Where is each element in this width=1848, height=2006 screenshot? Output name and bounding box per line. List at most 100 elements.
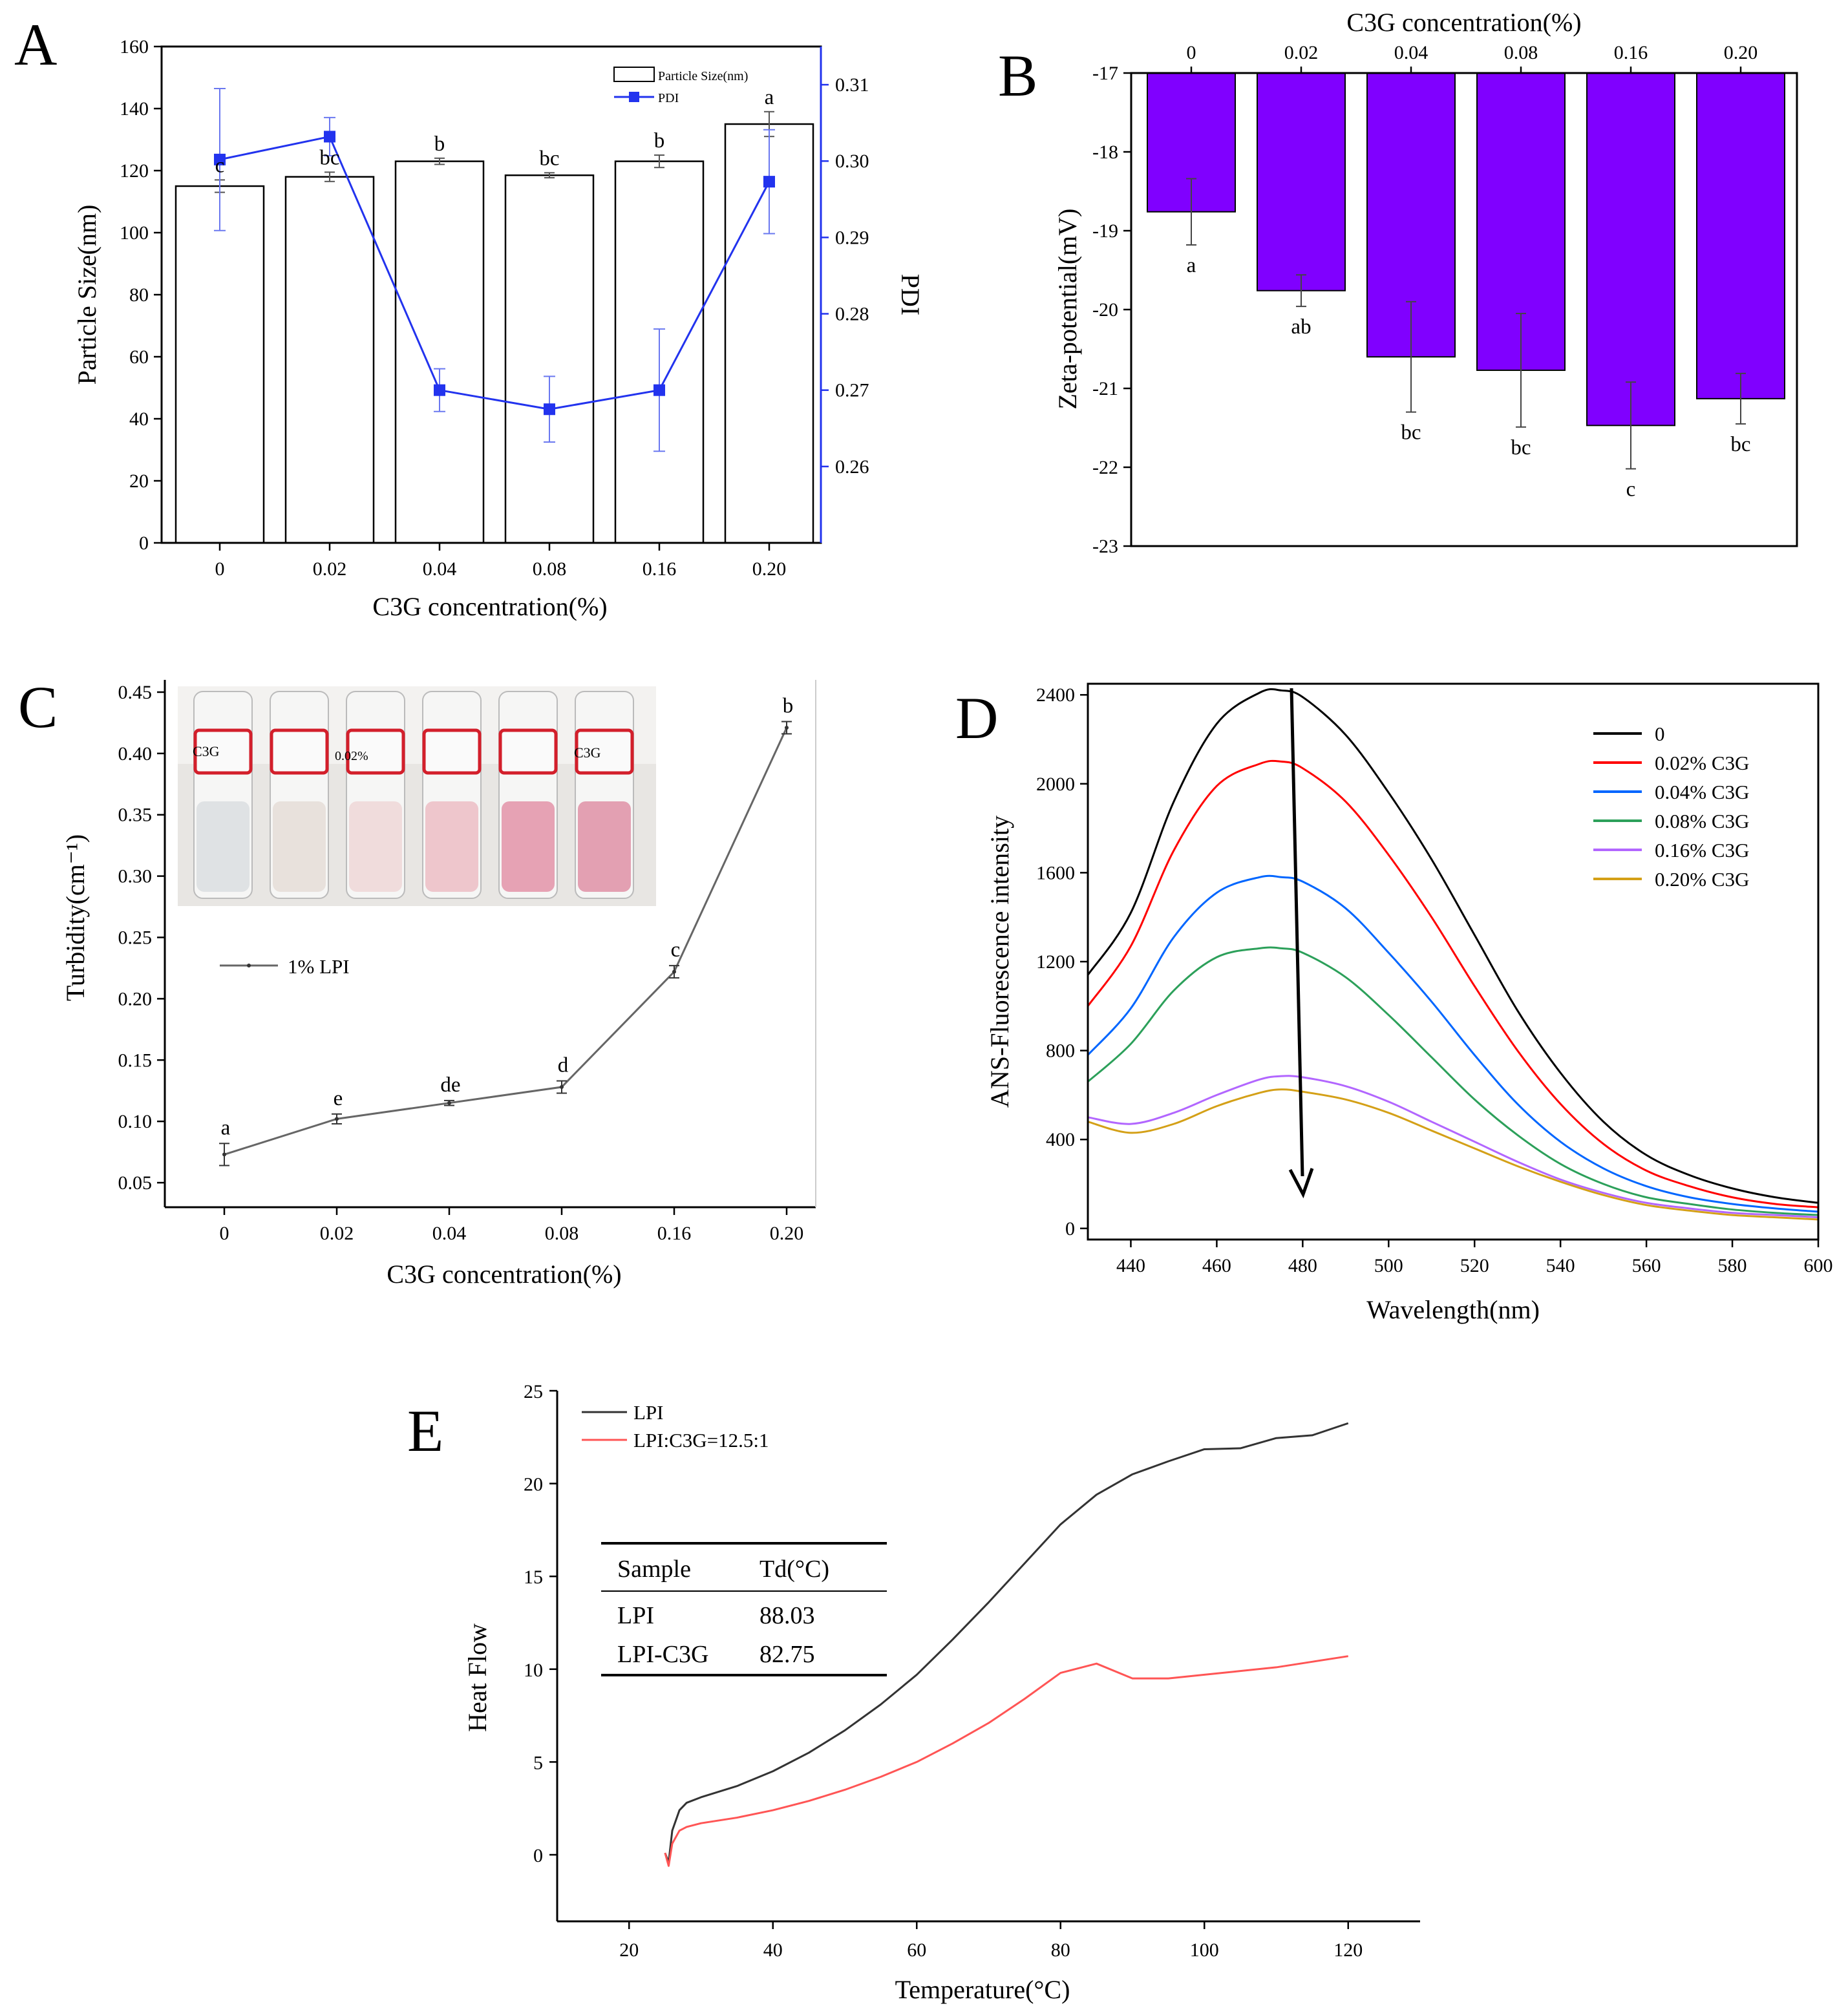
panel-d: D 0 400 800 1200 1600 2000 2400 440 460 480 500 52… bbox=[955, 682, 1833, 1324]
bar-particle-size bbox=[394, 160, 485, 544]
y-tick-label: 0.45 bbox=[118, 682, 153, 703]
y-tick-label: 0.20 bbox=[118, 988, 153, 1009]
y-right-tick-label: 0.27 bbox=[835, 380, 869, 401]
significance-letter: c bbox=[215, 154, 225, 177]
x-tick-label: 60 bbox=[907, 1939, 926, 1961]
x-tick-label: 0.02 bbox=[320, 1223, 354, 1244]
x-tick-label: 20 bbox=[619, 1939, 639, 1961]
x-tick-label: 460 bbox=[1202, 1255, 1231, 1276]
y-left-tick-label: 160 bbox=[120, 36, 149, 58]
panel-b-letter: B bbox=[998, 43, 1037, 109]
significance-letter: bc bbox=[1401, 421, 1421, 445]
table-row-lpi-sample: LPI bbox=[617, 1602, 654, 1629]
y-tick-label: 0.05 bbox=[118, 1172, 153, 1194]
panel-c-xlabel: C3G concentration(%) bbox=[387, 1260, 621, 1289]
vial-label-3: C3G bbox=[574, 744, 601, 761]
legend-entry: 0.04% C3G bbox=[1655, 781, 1749, 803]
panel-b-ylabel: Zeta-potential(mV) bbox=[1053, 209, 1082, 410]
y-tick-label: 0.25 bbox=[118, 927, 153, 949]
panel-a-ylabel-left: Particle Size(nm) bbox=[72, 205, 101, 385]
y-tick-label: -23 bbox=[1092, 536, 1118, 557]
vial-label-2: 0.02% bbox=[335, 749, 368, 763]
y-tick-label: 2400 bbox=[1036, 684, 1075, 706]
legend-entry: 0.16% C3G bbox=[1655, 839, 1749, 861]
ans-curve bbox=[1087, 759, 1819, 1209]
legend-entry-lpi: LPI bbox=[633, 1401, 664, 1424]
ans-curve bbox=[1087, 688, 1819, 1204]
vial-label-tag bbox=[193, 728, 253, 775]
x-tick-label: 580 bbox=[1718, 1255, 1747, 1276]
vial-liquid bbox=[196, 801, 250, 892]
y-left-tick-label: 120 bbox=[120, 160, 149, 182]
pdi-point bbox=[763, 176, 775, 188]
ans-curve bbox=[1087, 874, 1819, 1213]
x-tick-label: 100 bbox=[1190, 1939, 1219, 1961]
ans-curve bbox=[1087, 1088, 1819, 1221]
panel-c-letter: C bbox=[18, 674, 58, 740]
x-tick-label: 520 bbox=[1460, 1255, 1489, 1276]
x-tick-label: 0.20 bbox=[752, 558, 787, 580]
significance-letter: b bbox=[434, 132, 445, 156]
pdi-point bbox=[214, 153, 226, 165]
y-tick-label: 25 bbox=[524, 1381, 543, 1402]
x-tick-label: 0 bbox=[220, 1223, 229, 1244]
vial-liquid bbox=[578, 801, 631, 892]
significance-letter: b bbox=[654, 129, 665, 153]
panel-b: B a ab bc bc c bc -17 -18 -19 -20 -21 -22 -23 0 0.02… bbox=[998, 8, 1798, 557]
panel-e-legend: LPI LPI:C3G=12.5:1 bbox=[582, 1401, 769, 1452]
arrow-head-icon bbox=[1288, 1168, 1314, 1199]
panel-a-ylabel-right: PDI bbox=[896, 274, 925, 315]
significance-letter: de bbox=[440, 1073, 460, 1097]
x-tick-label: 120 bbox=[1333, 1939, 1363, 1961]
arrow-shaft bbox=[1290, 688, 1304, 1177]
significance-letter: bc bbox=[1730, 433, 1750, 456]
panel-c: C C3G 0.02% C3G a e de d c b 0.05 0.10 0.15 0.20… bbox=[18, 674, 816, 1289]
y-tick-label: 2000 bbox=[1036, 774, 1075, 795]
heat-flow-curve bbox=[664, 1655, 1348, 1867]
turbidity-line bbox=[224, 727, 788, 1156]
vial-label-tag bbox=[422, 728, 482, 775]
x-tick-label: 0.20 bbox=[770, 1223, 804, 1244]
legend-entry: 0.02% C3G bbox=[1655, 752, 1749, 774]
y-tick-label: 0.30 bbox=[118, 866, 153, 887]
legend-entry: 0.20% C3G bbox=[1655, 868, 1749, 891]
y-right-tick-label: 0.29 bbox=[835, 227, 869, 248]
significance-letter: a bbox=[221, 1116, 231, 1139]
legend-entry-particle-size: Particle Size(nm) bbox=[658, 69, 748, 83]
significance-letter: d bbox=[558, 1054, 569, 1077]
significance-letter: bc bbox=[1511, 436, 1531, 459]
panel-e: E 0 5 10 15 20 25 20 40 60 80 100 120 Temperature(… bbox=[407, 1381, 1420, 2004]
y-left-tick-label: 140 bbox=[120, 98, 149, 120]
significance-letter: c bbox=[671, 938, 681, 962]
vial-label-tag bbox=[498, 728, 558, 775]
zeta-bar bbox=[1586, 72, 1675, 427]
panel-a: A c bc b bc b a 0 20 40 60 80 100 120 140 160 0.26 0.2… bbox=[14, 12, 925, 621]
y-left-tick-label: 60 bbox=[129, 346, 149, 368]
y-tick-label: 800 bbox=[1046, 1040, 1075, 1062]
x-tick-label: 0.16 bbox=[1614, 42, 1648, 63]
y-tick-label: -18 bbox=[1092, 142, 1118, 163]
x-tick-label: 0.16 bbox=[643, 558, 677, 580]
zeta-bar bbox=[1696, 72, 1785, 399]
ans-curve bbox=[1087, 946, 1819, 1216]
y-left-tick-label: 20 bbox=[129, 470, 149, 492]
y-tick-label: 400 bbox=[1046, 1129, 1075, 1150]
legend-entry-1pct-lpi: 1% LPI bbox=[288, 955, 350, 978]
panel-d-legend: 0 0.02% C3G 0.04% C3G 0.08% C3G 0.16% C3G 0.2… bbox=[1593, 723, 1749, 891]
significance-letter: c bbox=[1626, 478, 1636, 501]
y-tick-label: -19 bbox=[1092, 220, 1118, 242]
x-tick-label: 440 bbox=[1116, 1255, 1145, 1276]
legend-entry: 0.08% C3G bbox=[1655, 810, 1749, 832]
y-tick-label: 1200 bbox=[1036, 951, 1075, 973]
x-tick-label: 0.08 bbox=[533, 558, 567, 580]
y-right-tick-label: 0.28 bbox=[835, 304, 869, 325]
panel-e-xlabel: Temperature(°C) bbox=[895, 1975, 1070, 2004]
significance-letter: e bbox=[334, 1087, 343, 1110]
x-tick-label: 480 bbox=[1288, 1255, 1317, 1276]
legend-marker bbox=[247, 964, 251, 967]
pdi-point bbox=[324, 131, 335, 143]
vial-label-tag bbox=[270, 728, 329, 775]
vial-label-tag bbox=[346, 728, 405, 775]
table-row-lpi-td: 88.03 bbox=[759, 1602, 815, 1629]
ans-curve bbox=[1087, 1075, 1819, 1219]
